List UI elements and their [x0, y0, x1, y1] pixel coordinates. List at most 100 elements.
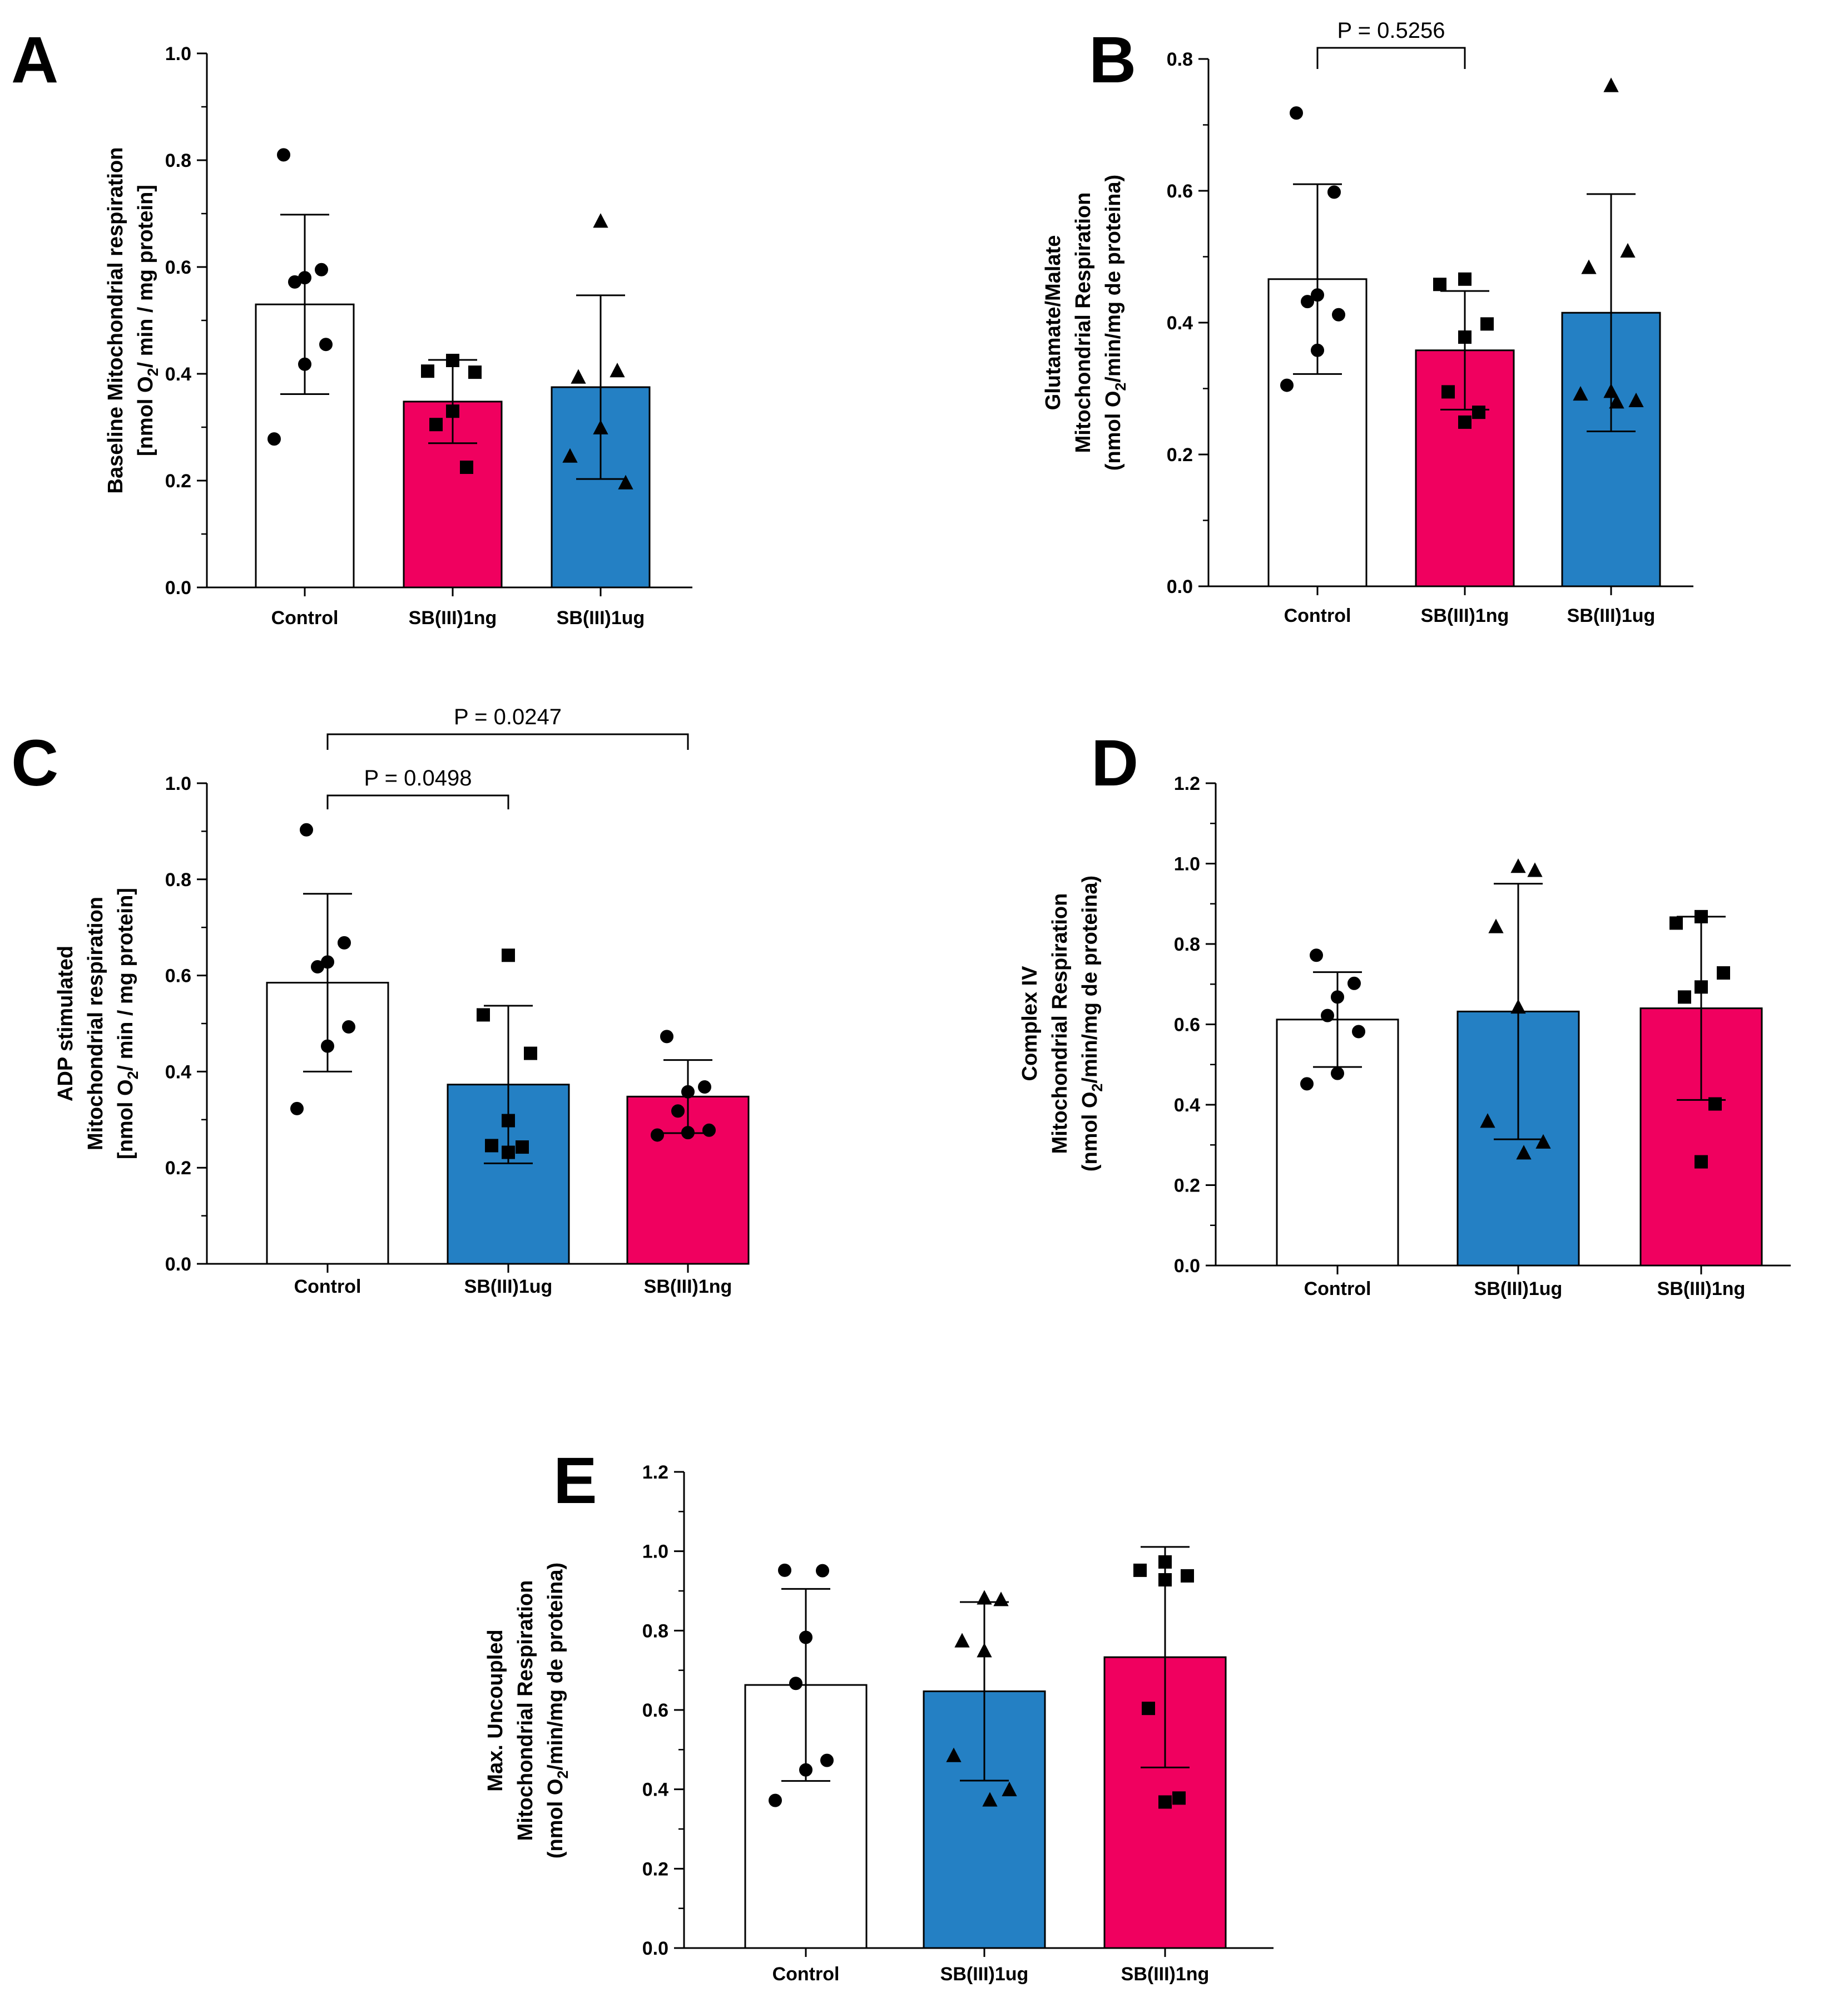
y-axis-label-line: Max. Uncoupled [484, 1629, 507, 1791]
y-tick-label: 0.2 [642, 1858, 668, 1880]
data-point [446, 354, 459, 367]
x-category-label: SB(III)1ng [644, 1276, 732, 1297]
p-value-label: P = 0.0498 [364, 766, 472, 790]
data-point [1172, 1791, 1186, 1805]
data-point [1352, 1025, 1365, 1039]
data-point [651, 1128, 664, 1142]
data-point [778, 1563, 791, 1577]
x-category-label: SB(III)1ug [1474, 1278, 1563, 1299]
label-text: [nmol O [114, 1079, 137, 1159]
panel-letter: B [1089, 23, 1136, 97]
p-value-label: P = 0.0247 [454, 705, 562, 729]
x-category-label: SB(III)1ug [1567, 605, 1656, 626]
y-tick-label: 0.8 [165, 869, 191, 891]
data-point [277, 148, 290, 162]
y-tick-label: 0.2 [165, 1158, 191, 1179]
y-axis-label-line: Mitochondrial Respiration [514, 1580, 537, 1841]
x-category-label: SB(III)1ug [557, 607, 645, 629]
data-point [502, 948, 515, 962]
x-category-label: Control [294, 1276, 361, 1297]
data-point [1331, 1066, 1344, 1080]
label-subscript: 2 [554, 1771, 571, 1779]
panel-letter: E [553, 1444, 597, 1517]
data-point [977, 1643, 992, 1658]
data-point [562, 448, 578, 463]
y-tick-label: 0.8 [1167, 49, 1193, 70]
data-point [1516, 1145, 1532, 1160]
y-axis-label-line: Mitochondrial respiration [84, 897, 107, 1150]
data-point [1142, 1702, 1155, 1716]
data-point [300, 823, 313, 837]
y-tick-label: 0.4 [1174, 1095, 1200, 1116]
data-point [1510, 998, 1526, 1014]
y-axis-label: Baseline Mitochondrial respiration [nmol … [104, 147, 161, 494]
y-tick-label: 1.0 [165, 43, 191, 65]
y-axis-label: Complex IV Mitochondrial Respiration (nmol… [1018, 876, 1106, 1171]
y-axis-label-line: (nmol O2/min/mg de proteina) [1102, 175, 1129, 471]
data-point [342, 1020, 355, 1034]
label-subscript: 2 [1112, 383, 1129, 391]
data-point [593, 213, 608, 228]
data-point [1609, 394, 1624, 409]
y-axis-label-line: (nmol O2/min/mg de proteina) [1078, 876, 1106, 1171]
label-text: /min/mg de proteina) [1078, 876, 1102, 1084]
y-tick-label: 1.2 [1174, 773, 1200, 794]
y-tick-label: 0.8 [1174, 934, 1200, 955]
data-point [446, 404, 459, 418]
data-point [1480, 1113, 1495, 1128]
data-point [1581, 259, 1597, 274]
label-text: /min/mg de proteina) [1102, 175, 1125, 383]
y-tick-label: 1.0 [642, 1541, 668, 1563]
data-point [702, 1123, 716, 1137]
data-point [321, 1039, 334, 1053]
data-point [1458, 330, 1472, 344]
y-tick-label: 0.0 [642, 1938, 668, 1959]
panel-letter: D [1091, 726, 1138, 800]
y-tick-label: 0.2 [165, 471, 191, 492]
x-category-label: SB(III)1ng [409, 607, 497, 629]
data-point [1133, 1563, 1147, 1577]
label-text: / min / mg protein] [134, 185, 157, 368]
data-point [502, 1114, 515, 1128]
label-subscript: 2 [1089, 1084, 1106, 1092]
data-point [1527, 862, 1543, 877]
data-point [1002, 1781, 1017, 1797]
y-axis-label: ADP stimulated Mitochondrial respiration [… [54, 888, 141, 1159]
x-category-label: Control [1284, 605, 1351, 626]
data-point [593, 419, 608, 434]
label-text: [nmol O [134, 376, 157, 456]
chart-panel-e: E Max. Uncoupled Mitochondrial Respiration… [484, 1444, 1274, 1985]
y-axis-label: Glutamate/Malate Mitochondrial Respiratio… [1042, 175, 1129, 471]
y-tick-label: 0.4 [642, 1779, 668, 1801]
data-point [1603, 77, 1619, 92]
data-point [524, 1046, 537, 1060]
data-point [288, 275, 301, 289]
y-tick-label: 0.6 [642, 1700, 668, 1721]
label-text: (nmol O [1102, 391, 1125, 471]
y-axis-label-line: (nmol O2/min/mg de proteina) [544, 1563, 571, 1858]
data-point [1678, 990, 1691, 1004]
data-point [1301, 295, 1314, 309]
data-point [1620, 243, 1636, 258]
data-point [315, 263, 328, 276]
data-point [982, 1792, 998, 1807]
significance-bracket [326, 794, 509, 809]
y-axis-label-line: ADP stimulated [54, 946, 77, 1101]
label-subscript: 2 [145, 368, 161, 376]
data-point [618, 474, 633, 490]
y-axis-label-line: Mitochondrial Respiration [1048, 893, 1072, 1154]
data-point [681, 1085, 695, 1099]
y-tick-label: 0.2 [1167, 444, 1193, 466]
panel-letter: A [11, 23, 58, 97]
y-tick-label: 0.6 [165, 257, 191, 278]
x-category-label: Control [271, 607, 339, 629]
y-tick-label: 0.6 [165, 966, 191, 987]
data-point [1603, 383, 1619, 398]
data-point [1695, 909, 1708, 923]
data-point [1327, 185, 1341, 199]
y-tick-label: 0.0 [1167, 576, 1193, 597]
label-text: (nmol O [544, 1779, 567, 1859]
y-tick-label: 0.0 [1174, 1255, 1200, 1277]
data-point [1669, 916, 1683, 930]
data-point [502, 1145, 515, 1159]
